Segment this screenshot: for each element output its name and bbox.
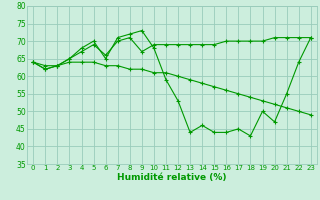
X-axis label: Humidité relative (%): Humidité relative (%) (117, 173, 227, 182)
